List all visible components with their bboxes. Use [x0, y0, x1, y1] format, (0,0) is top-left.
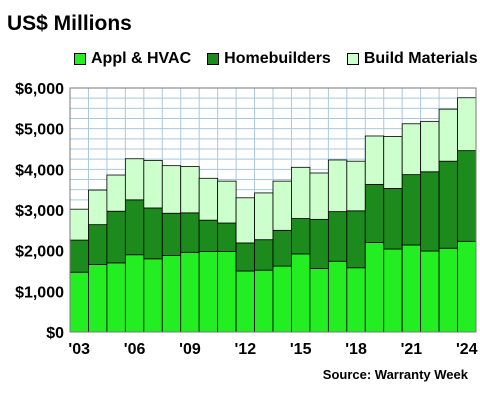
- y-tick-label: $1,000: [15, 284, 64, 301]
- bar-build-materials-2022: [420, 120, 440, 173]
- bar-appl-hvac-2009: [180, 251, 200, 333]
- x-tick-label: '12: [235, 341, 257, 358]
- bar-appl-hvac-2016: [309, 268, 329, 333]
- y-tick-label: $4,000: [15, 162, 64, 179]
- bar-appl-hvac-2022: [420, 250, 440, 333]
- legend-label-appl-hvac: Appl & HVAC: [91, 50, 192, 67]
- source-note: Source: Warranty Week: [322, 367, 468, 382]
- bar-build-materials-2004: [88, 189, 108, 226]
- bar-appl-hvac-2023: [438, 247, 458, 333]
- bar-build-materials-2021: [401, 123, 422, 176]
- legend-item-homebuilders: Homebuilders: [207, 50, 331, 68]
- x-tick-label: '06: [124, 341, 146, 358]
- bar-homebuilders-2021: [401, 174, 422, 246]
- plot-border: [69, 87, 477, 333]
- x-tick-label: '09: [179, 341, 201, 358]
- x-tick-label: '03: [68, 341, 90, 358]
- bar-build-materials-2005: [106, 174, 126, 212]
- bar-appl-hvac-2006: [124, 254, 145, 333]
- bar-homebuilders-2012: [235, 242, 255, 272]
- bar-homebuilders-2014: [272, 229, 292, 267]
- bar-build-materials-2023: [438, 108, 458, 162]
- bar-homebuilders-2020: [383, 188, 403, 250]
- bar-appl-hvac-2004: [88, 264, 108, 333]
- bar-build-materials-2014: [272, 180, 292, 231]
- bar-build-materials-2011: [217, 180, 237, 224]
- bar-appl-hvac-2015: [291, 253, 311, 333]
- bar-homebuilders-2004: [88, 224, 108, 265]
- bar-appl-hvac-2011: [217, 251, 237, 333]
- bar-appl-hvac-2017: [327, 260, 348, 333]
- bar-build-materials-2024: [457, 97, 477, 152]
- x-tick-label: '21: [401, 341, 423, 358]
- bar-build-materials-2020: [383, 135, 403, 189]
- bar-homebuilders-2017: [327, 211, 348, 262]
- y-tick-label: $5,000: [15, 122, 64, 139]
- bar-appl-hvac-2010: [198, 251, 219, 333]
- bar-appl-hvac-2008: [161, 255, 182, 333]
- bar-build-materials-2007: [143, 159, 163, 209]
- bar-appl-hvac-2003: [69, 271, 89, 333]
- x-tick-label: '15: [290, 341, 312, 358]
- bar-homebuilders-2011: [217, 222, 237, 252]
- legend-item-appl-hvac: Appl & HVAC: [74, 50, 191, 68]
- legend: Appl & HVAC Homebuilders Build Materials: [74, 50, 480, 68]
- y-tick-label: $2,000: [15, 244, 64, 261]
- legend-label-homebuilders: Homebuilders: [224, 50, 331, 67]
- bar-homebuilders-2018: [346, 210, 366, 269]
- bar-appl-hvac-2005: [106, 262, 126, 333]
- bar-appl-hvac-2021: [401, 244, 422, 333]
- bar-appl-hvac-2019: [364, 242, 385, 333]
- bar-build-materials-2019: [364, 135, 385, 185]
- x-tick-label: '18: [345, 341, 367, 358]
- bar-homebuilders-2007: [143, 207, 163, 260]
- bar-homebuilders-2013: [254, 239, 274, 271]
- bar-homebuilders-2008: [161, 212, 182, 256]
- bar-build-materials-2003: [69, 208, 89, 241]
- bar-homebuilders-2016: [309, 218, 329, 269]
- y-tick-label: $3,000: [15, 203, 64, 220]
- bar-build-materials-2018: [346, 160, 366, 212]
- legend-swatch-build-materials: [346, 53, 359, 65]
- bar-homebuilders-2003: [69, 239, 89, 273]
- y-tick-label: $0: [46, 325, 64, 342]
- bar-homebuilders-2005: [106, 210, 126, 264]
- bar-homebuilders-2006: [124, 199, 145, 256]
- bar-homebuilders-2010: [198, 219, 219, 252]
- legend-label-build-materials: Build Materials: [363, 50, 478, 67]
- bar-appl-hvac-2024: [457, 240, 477, 333]
- bar-build-materials-2013: [254, 192, 274, 241]
- bar-appl-hvac-2014: [272, 265, 292, 333]
- chart-title: US$ Millions: [7, 12, 132, 35]
- bar-appl-hvac-2007: [143, 258, 163, 333]
- bar-appl-hvac-2020: [383, 248, 403, 333]
- y-tick-label: $6,000: [15, 81, 64, 98]
- bar-build-materials-2017: [327, 159, 348, 213]
- bar-build-materials-2010: [198, 177, 219, 221]
- bar-appl-hvac-2018: [346, 267, 366, 333]
- bar-build-materials-2016: [309, 172, 329, 220]
- x-tick-label: '24: [456, 341, 478, 358]
- bar-homebuilders-2019: [364, 183, 385, 243]
- legend-swatch-appl-hvac: [74, 53, 86, 65]
- bar-homebuilders-2009: [180, 212, 200, 253]
- bar-appl-hvac-2013: [254, 269, 274, 333]
- bar-build-materials-2006: [124, 158, 145, 201]
- bar-homebuilders-2023: [438, 160, 458, 249]
- bar-homebuilders-2022: [420, 171, 440, 252]
- bar-build-materials-2008: [161, 165, 182, 214]
- bar-appl-hvac-2012: [235, 270, 255, 333]
- legend-item-build-materials: Build Materials: [346, 50, 478, 68]
- bar-build-materials-2012: [235, 197, 255, 244]
- legend-swatch-homebuilders: [207, 53, 220, 65]
- bar-homebuilders-2024: [457, 150, 477, 242]
- bar-homebuilders-2015: [291, 218, 311, 255]
- bar-build-materials-2009: [180, 166, 200, 214]
- bar-build-materials-2015: [291, 166, 311, 219]
